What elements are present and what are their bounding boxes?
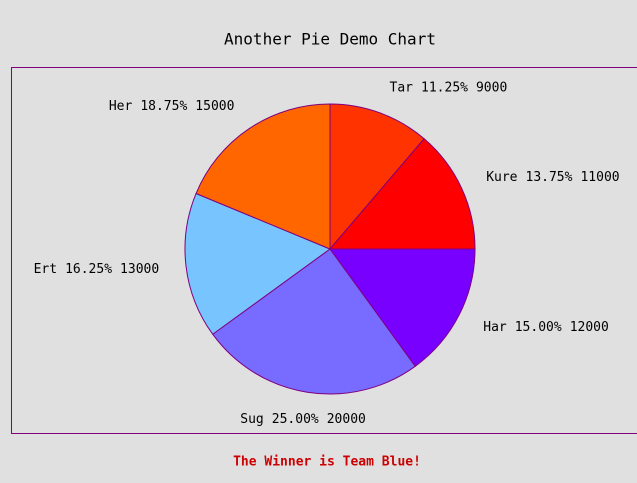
slice-label-part: 13.75% — [526, 169, 573, 184]
pie-slice — [329, 103, 425, 251]
slice-label-part: Kure — [486, 169, 517, 184]
slice-label-part: 16.25% — [65, 262, 112, 277]
slice-label-part: 13000 — [120, 262, 159, 277]
slice-label: Tar 11.25% 9000 — [390, 80, 508, 95]
slice-label-part: 25.00% — [272, 411, 319, 426]
slice-label-part: Ert — [34, 262, 57, 277]
slice-label-part: 11000 — [580, 169, 619, 184]
slice-label-part: 18.75% — [140, 98, 187, 113]
slice-label-part: Her — [109, 98, 133, 113]
plot-frame — [11, 67, 637, 434]
chart-title: Another Pie Demo Chart — [224, 30, 436, 49]
slice-label-part: 15000 — [195, 98, 234, 113]
slice-label: Her 18.75% 15000 — [109, 98, 235, 113]
slice-label: Har 15.00% 12000 — [483, 320, 609, 335]
slice-label-part: Har — [483, 320, 507, 335]
footer: The Winner is Team Blue! — [233, 455, 421, 470]
slice-label: Kure 13.75% 11000 — [486, 169, 619, 184]
slice-label-part: Sug — [240, 411, 263, 426]
slice-label-part: Tar — [390, 80, 414, 95]
slice-label: Sug 25.00% 20000 — [240, 411, 366, 426]
pie-slice — [328, 138, 476, 250]
pie-slice — [211, 248, 416, 395]
slice-label-part: 20000 — [327, 411, 366, 426]
slice-label-part: 11.25% — [421, 80, 468, 95]
pie-slice — [195, 103, 331, 250]
slice-label-part: 15.00% — [515, 320, 562, 335]
slice-label: Ert 16.25% 13000 — [34, 262, 160, 277]
pie-slice — [329, 248, 476, 368]
slice-label-part: 12000 — [570, 320, 609, 335]
slice-label-part: 9000 — [476, 80, 507, 95]
pie-slice — [184, 192, 332, 335]
